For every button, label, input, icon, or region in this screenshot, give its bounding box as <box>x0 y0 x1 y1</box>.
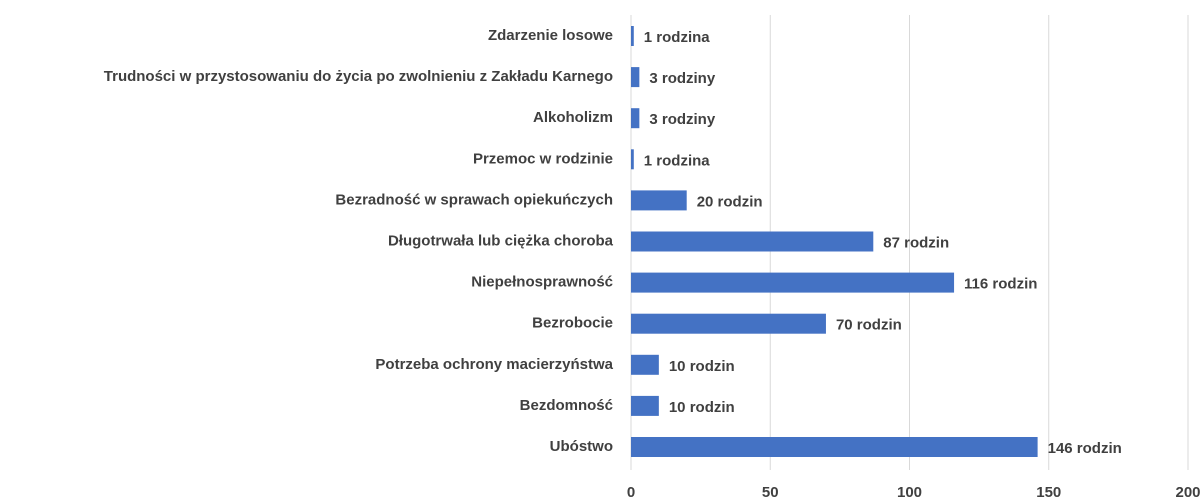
x-tick-label: 150 <box>1036 484 1061 501</box>
bar <box>631 437 1038 457</box>
value-label: 116 rodzin <box>964 276 1037 293</box>
y-tick-label: Alkoholizm <box>533 109 613 126</box>
x-tick-label: 200 <box>1175 484 1200 501</box>
y-tick-label: Bezradność w sprawach opiekuńczych <box>335 191 613 208</box>
y-tick-label: Bezdomność <box>520 397 613 414</box>
value-label: 3 rodziny <box>649 70 716 87</box>
value-label: 70 rodzin <box>836 317 902 334</box>
bar <box>631 67 640 88</box>
bar <box>631 190 687 211</box>
bar <box>631 149 634 170</box>
value-label: 20 rodzin <box>697 193 763 210</box>
value-label: 87 rodzin <box>883 234 949 251</box>
y-tick-label: Trudności w przystosowaniu do życia po z… <box>104 68 613 85</box>
bar <box>631 354 659 375</box>
bar <box>631 108 640 129</box>
y-tick-label: Bezrobocie <box>532 315 613 332</box>
y-tick-label: Ubóstwo <box>550 438 613 455</box>
value-label: 10 rodzin <box>669 399 735 416</box>
y-tick-label: Niepełnosprawność <box>471 274 613 291</box>
bar <box>631 231 874 252</box>
bar <box>631 313 826 334</box>
x-tick-label: 0 <box>627 484 635 501</box>
bar <box>631 26 634 46</box>
x-tick-label: 50 <box>762 484 779 501</box>
y-tick-label: Długotrwała lub ciężka choroba <box>388 232 614 249</box>
bar <box>631 272 955 293</box>
y-tick-label: Przemoc w rodzinie <box>473 150 613 167</box>
value-label: 1 rodzina <box>644 152 711 169</box>
y-tick-label: Zdarzenie losowe <box>488 27 613 44</box>
value-label: 1 rodzina <box>644 29 711 46</box>
value-label: 10 rodzin <box>669 358 735 375</box>
y-tick-label: Potrzeba ochrony macierzyństwa <box>375 356 613 373</box>
bar <box>631 395 659 416</box>
value-label: 3 rodziny <box>649 111 716 128</box>
value-label: 146 rodzin <box>1048 440 1122 457</box>
x-tick-label: 100 <box>897 484 922 501</box>
